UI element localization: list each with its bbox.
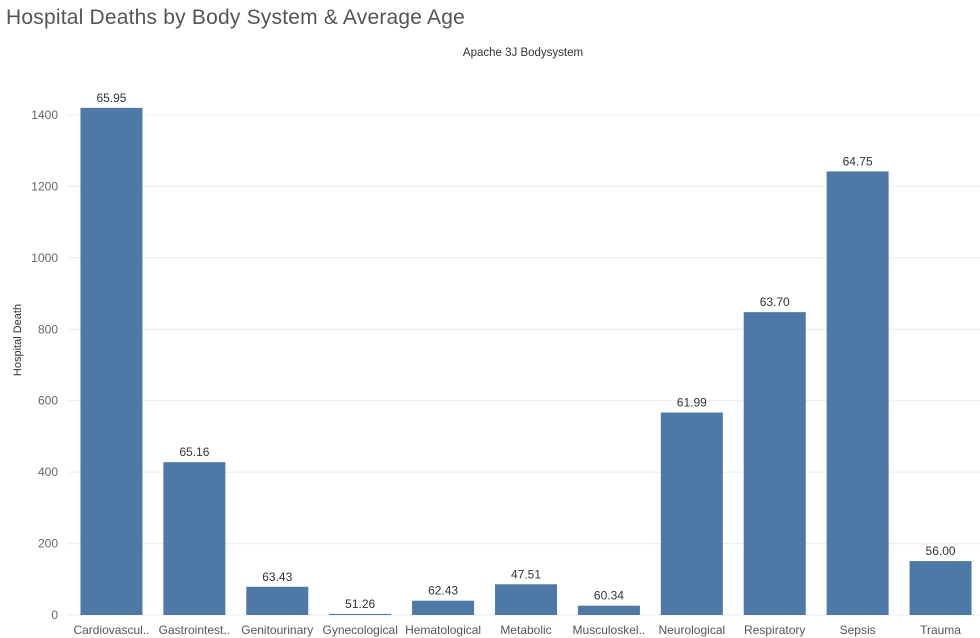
column-header-label: Apache 3J Bodysystem: [462, 47, 584, 59]
x-axis: Cardiovascul.. Gastrointest.. Genitourinar…: [73, 623, 961, 637]
bar[interactable]: [660, 412, 723, 616]
x-tick-label: Cardiovascul..: [73, 623, 149, 637]
y-tick-label: 400: [38, 465, 58, 479]
y-tick-label: 1000: [31, 251, 58, 265]
y-tick-label: 1400: [31, 108, 58, 122]
bar[interactable]: [163, 462, 226, 615]
bar[interactable]: [80, 107, 143, 615]
data-label: 56.00: [926, 544, 956, 558]
x-tick-label: Respiratory: [744, 623, 805, 637]
x-tick-label: Gynecological: [322, 623, 397, 637]
x-tick-label: Sepsis: [840, 623, 876, 637]
bar[interactable]: [577, 605, 640, 615]
data-label: 62.43: [428, 584, 458, 598]
x-tick-label: Hematological: [405, 623, 481, 637]
bar[interactable]: [329, 613, 392, 615]
data-label: 47.51: [511, 567, 541, 581]
x-tick-label: Metabolic: [500, 623, 551, 637]
y-axis-title: Hospital Death: [12, 304, 24, 376]
y-tick-label: 800: [38, 322, 58, 336]
column-header: Apache 3J Bodysystem: [0, 47, 980, 59]
bar[interactable]: [909, 561, 972, 615]
y-axis: 0 200 400 600 800 1000 1200 1400: [31, 108, 58, 622]
y-tick-label: 200: [38, 537, 58, 551]
data-label: 63.43: [262, 570, 292, 584]
data-label: 51.26: [345, 597, 375, 611]
chart-title: Hospital Deaths by Body System & Average…: [6, 6, 465, 29]
y-tick-label: 0: [51, 608, 58, 622]
data-label: 64.75: [843, 154, 873, 168]
y-tick-label: 600: [38, 394, 58, 408]
bar[interactable]: [495, 584, 557, 615]
x-tick-label: Neurological: [658, 623, 725, 637]
data-label: 65.16: [179, 445, 209, 459]
y-tick-label: 1200: [31, 179, 58, 193]
x-tick-label: Trauma: [920, 623, 961, 637]
x-tick-label: Gastrointest..: [159, 623, 230, 637]
bar[interactable]: [412, 600, 475, 615]
data-label: 61.99: [677, 396, 707, 410]
x-tick-label: Genitourinary: [241, 623, 313, 637]
bar[interactable]: [246, 586, 309, 615]
bars: [80, 107, 972, 616]
bar[interactable]: [743, 312, 806, 615]
data-label: 60.34: [594, 589, 624, 603]
x-tick-label: Musculoskel..: [573, 623, 646, 637]
bar[interactable]: [826, 171, 889, 615]
data-label: 65.95: [96, 91, 126, 105]
data-labels: 65.95 65.16 63.43 51.26 62.43 47.51 60.34 61.99…: [96, 91, 955, 611]
data-label: 63.70: [760, 295, 790, 309]
